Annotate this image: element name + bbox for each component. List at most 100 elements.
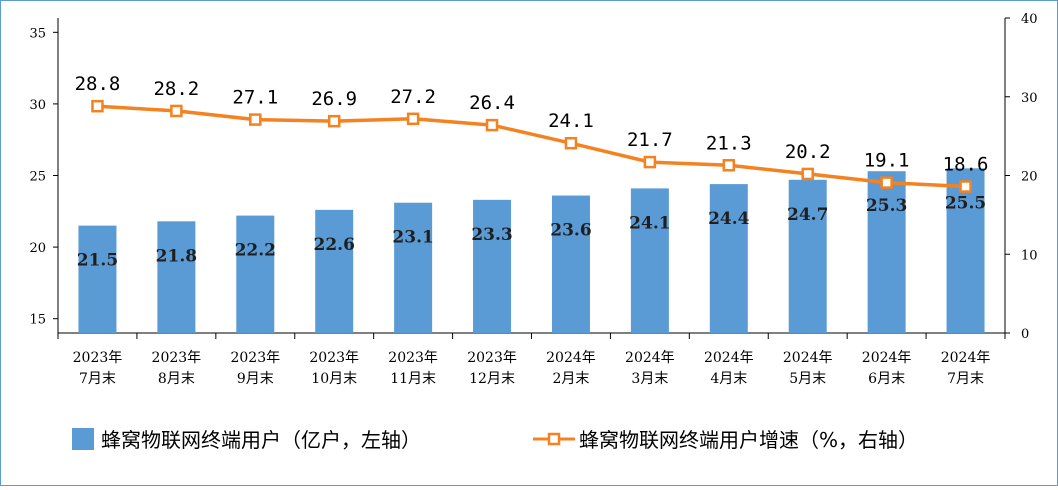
- right-tick-label: 30: [1021, 91, 1038, 106]
- line-point-marker: [643, 155, 657, 169]
- line-point-marker: [170, 104, 183, 118]
- line-point-marker: [564, 136, 578, 150]
- x-tick-label: 2024年 2月末: [546, 350, 596, 387]
- x-tick-label-line: 2024年: [862, 350, 912, 366]
- line-point-marker: [485, 118, 499, 132]
- bar-value-label: 24.1: [629, 213, 670, 233]
- line-value-label: 27.2: [390, 86, 436, 108]
- x-tick-label-line: 2024年: [704, 350, 754, 366]
- x-tick-label: 2023年 9月末: [230, 350, 280, 387]
- x-tick-label-line: 2024年: [625, 350, 675, 366]
- line-value-label: 28.8: [75, 73, 121, 95]
- x-tick-label-line: 7月末: [79, 371, 116, 387]
- bar-value-label: 22.6: [314, 235, 355, 255]
- x-tick-label-line: 7月末: [947, 371, 984, 387]
- right-tick-label: 20: [1021, 170, 1038, 185]
- line-series: [91, 99, 972, 193]
- line-value-label: 19.1: [864, 150, 910, 172]
- legend-line-label: 蜂窝物联网终端用户增速（%，右轴）: [579, 428, 918, 452]
- bar: [394, 202, 433, 333]
- bar: [236, 215, 275, 333]
- x-tick-label-line: 4月末: [710, 371, 747, 387]
- x-tick-label-line: 2024年: [783, 350, 833, 366]
- x-tick-label: 2023年 11月末: [388, 350, 438, 387]
- right-tick-label: 40: [1021, 12, 1038, 27]
- x-tick-label-line: 2023年: [152, 350, 202, 366]
- line-point-marker: [722, 159, 736, 172]
- growth-line: [97, 104, 966, 189]
- x-tick-label-line: 9月末: [237, 371, 274, 387]
- x-tick-label-line: 2023年: [73, 350, 123, 366]
- left-tick-label: 15: [29, 313, 46, 328]
- line-value-label: 18.6: [943, 154, 989, 176]
- left-tick-label: 35: [29, 26, 46, 41]
- x-tick-label-line: 2023年: [309, 350, 359, 366]
- legend-line-marker: [547, 432, 561, 446]
- x-tick-label: 2023年 12月末: [467, 350, 517, 387]
- x-tick-label-line: 12月末: [469, 371, 515, 387]
- x-tick-label: 2024年 7月末: [941, 350, 991, 387]
- bar: [78, 225, 117, 333]
- bar-value-label: 23.6: [550, 221, 591, 241]
- bar: [867, 171, 906, 333]
- bar: [157, 221, 196, 333]
- x-tick-label: 2024年 5月末: [783, 350, 833, 387]
- x-tick-label-line: 11月末: [390, 371, 436, 387]
- bar-value-label: 23.3: [471, 225, 512, 245]
- bar: [551, 195, 590, 333]
- line-point-marker: [801, 167, 814, 181]
- x-tick-label-line: 2023年: [230, 350, 280, 366]
- bar-value-label: 24.7: [787, 205, 828, 225]
- line-point-marker: [406, 112, 420, 126]
- bar: [315, 209, 354, 333]
- x-tick-label-line: 2月末: [552, 371, 589, 387]
- line-point-marker: [249, 113, 262, 126]
- bar-value-label: 25.3: [866, 196, 907, 216]
- bar-value-label: 21.5: [77, 251, 118, 271]
- x-tick-label-line: 10月末: [311, 371, 357, 387]
- x-tick-label: 2023年 7月末: [73, 350, 123, 387]
- x-tick-label: 2024年 6月末: [862, 350, 912, 387]
- bar-value-label: 21.8: [156, 246, 197, 266]
- line-value-label: 27.1: [232, 87, 278, 109]
- x-tick-label-line: 2024年: [941, 350, 991, 366]
- line-value-label: 21.3: [706, 132, 752, 154]
- x-tick-label: 2023年 8月末: [152, 350, 202, 387]
- legend-bar-label: 蜂窝物联网终端用户（亿户，左轴）: [101, 428, 421, 452]
- x-tick-label: 2024年 3月末: [625, 350, 675, 387]
- bar-value-label: 24.4: [708, 209, 750, 229]
- x-tick-label-line: 6月末: [868, 371, 905, 387]
- bar-value-label: 22.2: [235, 241, 276, 261]
- line-value-label: 20.2: [785, 141, 831, 163]
- bar: [473, 199, 512, 333]
- left-tick-label: 30: [29, 98, 46, 113]
- x-tick-label-line: 5月末: [789, 371, 826, 387]
- line-value-label: 26.9: [311, 88, 357, 110]
- bar: [709, 184, 748, 333]
- left-tick-label: 25: [29, 170, 46, 185]
- bar-value-label: 25.5: [945, 193, 986, 213]
- bar: [946, 168, 985, 333]
- bar: [788, 179, 827, 333]
- x-tick-label-line: 2023年: [467, 350, 517, 366]
- bar-value-label: 23.1: [392, 228, 433, 248]
- legend: 蜂窝物联网终端用户（亿户，左轴） 蜂窝物联网终端用户增速（%，右轴）: [72, 428, 918, 452]
- line-point-marker: [880, 176, 893, 189]
- line-value-label: 26.4: [469, 92, 515, 114]
- bar: [630, 188, 669, 333]
- x-tick-label-line: 2023年: [388, 350, 438, 366]
- x-tick-label-line: 8月末: [158, 371, 195, 387]
- legend-bar-swatch: [72, 428, 94, 450]
- left-tick-label: 20: [29, 241, 46, 256]
- line-point-marker: [327, 114, 341, 128]
- line-value-label: 28.2: [153, 78, 199, 100]
- bar-series: [78, 168, 985, 333]
- line-point-marker: [91, 99, 104, 113]
- x-tick-label: 2024年 4月末: [704, 350, 754, 387]
- line-value-label: 21.7: [627, 129, 673, 151]
- right-tick-label: 0: [1021, 327, 1029, 342]
- right-tick-label: 10: [1021, 248, 1038, 263]
